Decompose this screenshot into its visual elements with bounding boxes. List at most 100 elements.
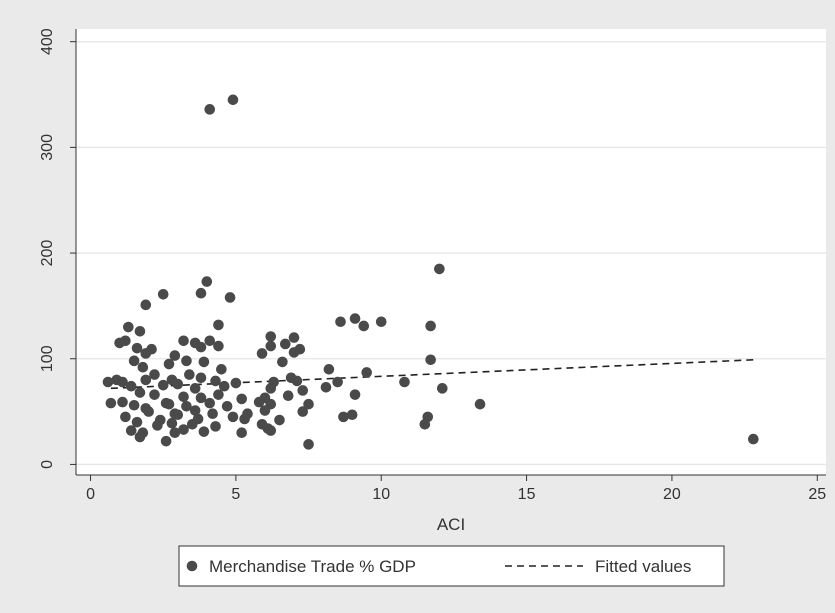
scatter-point bbox=[436, 383, 448, 394]
scatter-point bbox=[189, 405, 201, 416]
scatter-point bbox=[169, 350, 181, 361]
legend-label-merchandise-trade: Merchandise Trade % GDP bbox=[209, 557, 416, 576]
y-tick-label: 100 bbox=[39, 345, 56, 372]
scatter-point bbox=[186, 418, 198, 430]
axes: 0 100 200 300 400 0 5 10 15 20 25 bbox=[39, 28, 826, 503]
scatter-point bbox=[280, 338, 291, 350]
scatter-point bbox=[218, 380, 230, 392]
y-tick-label: 400 bbox=[39, 28, 56, 55]
scatter-point bbox=[160, 435, 172, 447]
scatter-point bbox=[274, 414, 285, 426]
scatter-point bbox=[163, 398, 175, 410]
scatter-point bbox=[195, 341, 207, 353]
scatter-point bbox=[349, 389, 361, 400]
scatter-point bbox=[259, 405, 271, 416]
scatter-point bbox=[288, 347, 300, 358]
scatter-point bbox=[125, 380, 137, 392]
scatter-point bbox=[140, 348, 152, 359]
scatter-point bbox=[213, 340, 224, 352]
scatter-point bbox=[172, 409, 184, 421]
scatter-point bbox=[120, 411, 131, 423]
y-tick-label: 300 bbox=[39, 134, 56, 161]
scatter-point bbox=[134, 431, 146, 443]
scatter-point bbox=[332, 376, 343, 388]
scatter-point bbox=[178, 335, 189, 347]
scatter-point bbox=[346, 409, 358, 421]
scatter-point bbox=[297, 385, 309, 396]
scatter-point bbox=[253, 396, 265, 408]
scatter-point bbox=[195, 392, 207, 404]
scatter-point bbox=[195, 287, 207, 299]
scatter-point bbox=[181, 355, 192, 367]
scatter-point bbox=[143, 406, 154, 417]
scatter-point bbox=[349, 313, 361, 324]
scatter-point bbox=[227, 411, 239, 423]
scatter-point bbox=[198, 356, 210, 368]
scatter-point bbox=[323, 364, 335, 375]
legend-label-fitted-values: Fitted values bbox=[595, 557, 691, 576]
scatter-point bbox=[204, 335, 216, 347]
scatter-point bbox=[265, 383, 277, 394]
scatter-point bbox=[434, 263, 445, 275]
scatter-point bbox=[172, 378, 184, 390]
scatter-point bbox=[189, 383, 201, 394]
scatter-point bbox=[375, 316, 387, 328]
scatter-point bbox=[213, 319, 224, 331]
scatter-point bbox=[303, 439, 314, 450]
scatter-point bbox=[216, 364, 227, 375]
scatter-point bbox=[131, 342, 143, 354]
scatter-point bbox=[419, 418, 431, 430]
x-tick-label: 25 bbox=[808, 486, 826, 503]
scatter-point bbox=[335, 316, 346, 328]
scatter-point bbox=[227, 94, 239, 106]
y-tick-label: 0 bbox=[39, 460, 56, 469]
scatter-point bbox=[149, 389, 160, 400]
scatter-point bbox=[163, 358, 175, 370]
x-tick-label: 5 bbox=[231, 486, 240, 503]
scatter-point bbox=[282, 390, 294, 402]
scatter-point bbox=[152, 420, 163, 431]
scatter-point bbox=[256, 348, 268, 359]
scatter-point bbox=[265, 425, 277, 436]
scatter-point bbox=[123, 321, 134, 333]
scatter-point bbox=[102, 376, 114, 388]
scatter-point bbox=[265, 340, 277, 352]
scatter-point bbox=[140, 299, 152, 311]
scatter-point bbox=[128, 355, 140, 367]
legend-marker-merchandise-trade bbox=[186, 560, 198, 572]
scatter-point bbox=[157, 288, 169, 300]
scatter-point bbox=[361, 367, 372, 378]
scatter-point bbox=[210, 375, 221, 387]
scatter-point bbox=[236, 393, 247, 405]
scatter-point bbox=[131, 416, 143, 428]
scatter-point bbox=[184, 369, 195, 380]
scatter-point bbox=[425, 320, 436, 332]
scatter-point bbox=[221, 401, 233, 412]
scatter-point bbox=[236, 427, 247, 439]
scatter-point bbox=[239, 413, 250, 425]
scatter-point bbox=[157, 379, 169, 391]
scatter-point bbox=[224, 292, 236, 303]
scatter-point bbox=[303, 398, 314, 410]
scatter-point bbox=[399, 376, 410, 388]
scatter-point bbox=[213, 389, 224, 400]
scatter-point bbox=[320, 381, 332, 393]
scatter-point bbox=[117, 396, 128, 408]
scatter-point bbox=[474, 398, 486, 410]
scatter-point bbox=[178, 424, 189, 435]
scatter-point bbox=[166, 417, 178, 429]
x-tick-label: 15 bbox=[518, 486, 536, 503]
scatter-point bbox=[265, 331, 277, 342]
legend: Merchandise Trade % GDP Fitted values bbox=[178, 545, 725, 587]
scatter-point bbox=[105, 397, 117, 409]
scatter-point bbox=[181, 401, 192, 412]
scatter-point bbox=[210, 421, 221, 432]
scatter-point bbox=[748, 433, 759, 445]
scatter-point bbox=[204, 104, 216, 115]
scatter-point bbox=[277, 356, 288, 368]
x-tick-label: 20 bbox=[663, 486, 681, 503]
scatter-point bbox=[201, 276, 213, 287]
scatter-point bbox=[117, 376, 128, 388]
